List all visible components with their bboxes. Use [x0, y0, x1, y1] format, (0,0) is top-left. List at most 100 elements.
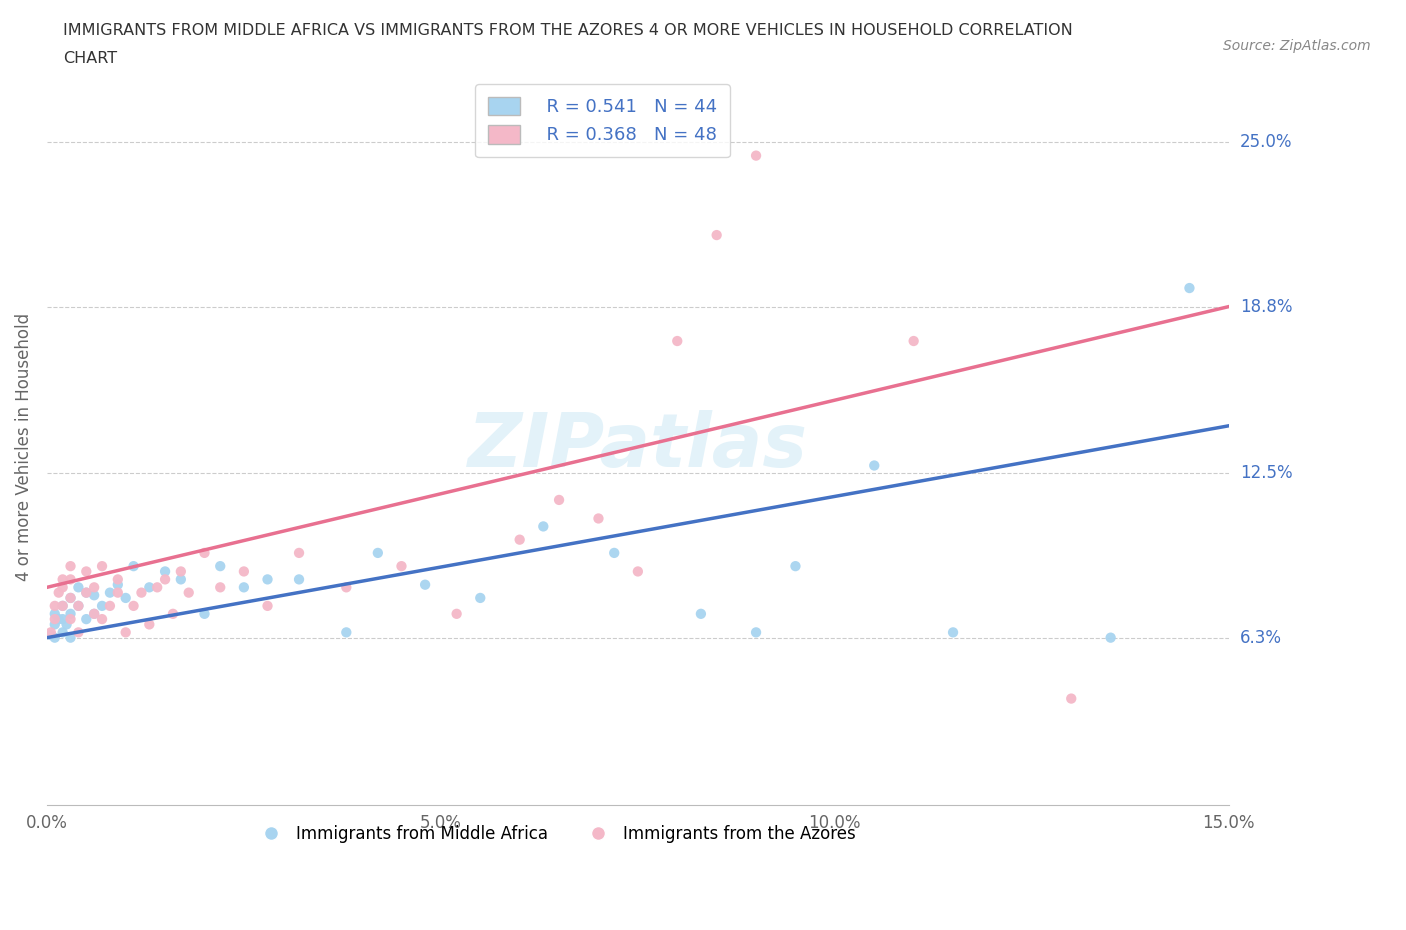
- Point: [745, 625, 768, 640]
- Point: [59, 591, 82, 605]
- Point: [942, 625, 965, 640]
- Point: [83, 580, 105, 595]
- Point: [745, 148, 768, 163]
- Point: [193, 606, 215, 621]
- Point: [44, 631, 66, 645]
- Point: [75, 585, 97, 600]
- Point: [256, 572, 278, 587]
- Point: [335, 625, 357, 640]
- Point: [588, 512, 610, 526]
- Point: [91, 598, 114, 613]
- Point: [75, 564, 97, 578]
- Point: [59, 591, 82, 605]
- Text: 18.8%: 18.8%: [1240, 298, 1292, 315]
- Point: [83, 588, 105, 603]
- Legend: Immigrants from Middle Africa, Immigrants from the Azores: Immigrants from Middle Africa, Immigrant…: [247, 818, 862, 850]
- Point: [52, 625, 75, 640]
- Point: [83, 606, 105, 621]
- Text: IMMIGRANTS FROM MIDDLE AFRICA VS IMMIGRANTS FROM THE AZORES 4 OR MORE VEHICLES I: IMMIGRANTS FROM MIDDLE AFRICA VS IMMIGRA…: [63, 23, 1073, 38]
- Point: [91, 559, 114, 574]
- Point: [122, 598, 145, 613]
- Point: [107, 572, 129, 587]
- Text: 12.5%: 12.5%: [1240, 464, 1292, 483]
- Point: [59, 631, 82, 645]
- Point: [67, 598, 90, 613]
- Point: [367, 546, 389, 561]
- Point: [1178, 281, 1201, 296]
- Point: [107, 585, 129, 600]
- Point: [67, 625, 90, 640]
- Point: [209, 580, 232, 595]
- Point: [903, 334, 925, 349]
- Point: [44, 606, 66, 621]
- Point: [706, 228, 728, 243]
- Point: [509, 532, 531, 547]
- Point: [59, 559, 82, 574]
- Point: [67, 598, 90, 613]
- Point: [785, 559, 807, 574]
- Point: [666, 334, 689, 349]
- Point: [59, 612, 82, 627]
- Point: [52, 612, 75, 627]
- Text: 6.3%: 6.3%: [1240, 629, 1282, 646]
- Point: [52, 572, 75, 587]
- Point: [162, 606, 184, 621]
- Point: [83, 606, 105, 621]
- Point: [288, 546, 311, 561]
- Point: [170, 572, 193, 587]
- Point: [256, 598, 278, 613]
- Point: [531, 519, 554, 534]
- Point: [863, 458, 886, 473]
- Point: [138, 580, 160, 595]
- Point: [627, 564, 650, 578]
- Point: [288, 572, 311, 587]
- Point: [98, 598, 121, 613]
- Point: [122, 559, 145, 574]
- Point: [548, 493, 571, 508]
- Point: [52, 598, 75, 613]
- Point: [52, 598, 75, 613]
- Point: [107, 578, 129, 592]
- Point: [1099, 631, 1122, 645]
- Point: [91, 612, 114, 627]
- Point: [75, 585, 97, 600]
- Point: [44, 598, 66, 613]
- Point: [177, 585, 200, 600]
- Point: [690, 606, 713, 621]
- Point: [209, 559, 232, 574]
- Point: [470, 591, 492, 605]
- Point: [48, 585, 70, 600]
- Point: [114, 625, 136, 640]
- Point: [114, 591, 136, 605]
- Point: [1060, 691, 1083, 706]
- Point: [232, 580, 254, 595]
- Text: 25.0%: 25.0%: [1240, 133, 1292, 152]
- Point: [59, 606, 82, 621]
- Point: [193, 546, 215, 561]
- Point: [48, 612, 70, 627]
- Text: Source: ZipAtlas.com: Source: ZipAtlas.com: [1223, 39, 1371, 53]
- Text: CHART: CHART: [63, 51, 117, 66]
- Point: [44, 617, 66, 631]
- Point: [39, 625, 62, 640]
- Y-axis label: 4 or more Vehicles in Household: 4 or more Vehicles in Household: [15, 312, 32, 581]
- Point: [153, 564, 176, 578]
- Point: [232, 564, 254, 578]
- Point: [146, 580, 169, 595]
- Point: [391, 559, 413, 574]
- Point: [98, 585, 121, 600]
- Point: [138, 617, 160, 631]
- Point: [446, 606, 468, 621]
- Text: ZIPatlas: ZIPatlas: [468, 410, 808, 484]
- Point: [44, 612, 66, 627]
- Point: [55, 617, 77, 631]
- Point: [52, 580, 75, 595]
- Point: [59, 572, 82, 587]
- Point: [131, 585, 153, 600]
- Point: [153, 572, 176, 587]
- Point: [413, 578, 436, 592]
- Point: [603, 546, 626, 561]
- Point: [335, 580, 357, 595]
- Point: [67, 580, 90, 595]
- Point: [39, 628, 62, 643]
